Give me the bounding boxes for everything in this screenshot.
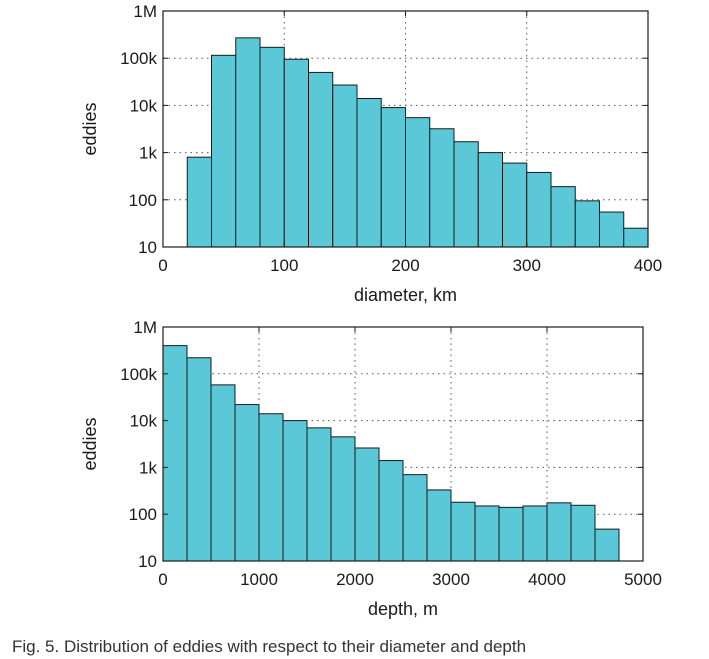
bar: [211, 54, 237, 248]
bar: [234, 404, 260, 562]
bar: [186, 156, 212, 248]
bar: [599, 211, 625, 248]
y-tick-label: 1M: [133, 2, 157, 21]
bar: [356, 98, 382, 248]
bar: [570, 504, 596, 562]
y-tick-label: 10: [138, 238, 157, 257]
bar: [474, 505, 500, 562]
bar: [306, 427, 332, 562]
bar: [283, 58, 309, 248]
x-tick-label: 5000: [624, 570, 662, 589]
x-tick-label: 0: [158, 570, 167, 589]
x-tick-label: 0: [158, 256, 167, 275]
y-tick-label: 10k: [130, 412, 158, 431]
bar: [282, 420, 308, 562]
figure-caption: Fig. 5. Distribution of eddies with resp…: [12, 637, 527, 656]
x-tick-label: 4000: [528, 570, 566, 589]
y-axis-label: eddies: [80, 417, 100, 470]
x-tick-label: 100: [270, 256, 298, 275]
bar: [378, 460, 404, 562]
bar: [450, 501, 476, 562]
bar: [308, 71, 334, 248]
bar: [162, 345, 188, 562]
x-axis-label: depth, m: [368, 599, 438, 619]
bar: [235, 37, 261, 248]
bar: [332, 84, 358, 248]
plot-frame: [162, 326, 644, 562]
bar: [546, 502, 572, 562]
x-tick-label: 400: [634, 256, 662, 275]
x-tick-label: 200: [391, 256, 419, 275]
bar: [186, 357, 212, 562]
bar: [550, 186, 576, 248]
bar: [210, 384, 236, 562]
x-tick-label: 2000: [336, 570, 374, 589]
bar: [477, 152, 503, 248]
bar: [426, 489, 452, 562]
bar: [429, 128, 455, 248]
y-tick-label: 1M: [133, 318, 157, 337]
x-tick-label: 1000: [240, 570, 278, 589]
y-tick-label: 100: [129, 505, 157, 524]
y-tick-label: 100: [129, 191, 157, 210]
y-tick-label: 10: [138, 552, 157, 571]
chart-1: 0 100 200 300 400 10 100 1k 10k 100k 1M diameter, k…: [80, 2, 662, 305]
bar: [522, 505, 548, 562]
bar: [354, 447, 380, 562]
bar: [259, 46, 285, 248]
y-tick-label: 100k: [120, 365, 157, 384]
y-axis-label: eddies: [80, 102, 100, 155]
bar: [380, 107, 406, 248]
y-tick-label: 1k: [139, 144, 157, 163]
bar: [258, 413, 284, 562]
bar: [526, 171, 552, 248]
y-tick-label: 100k: [120, 49, 157, 68]
x-tick-label: 3000: [432, 570, 470, 589]
y-tick-label: 1k: [139, 458, 157, 477]
bar: [498, 506, 524, 562]
bar: [405, 117, 431, 248]
bar: [502, 162, 528, 248]
bar: [402, 474, 428, 562]
bar: [594, 528, 620, 562]
x-tick-label: 300: [513, 256, 541, 275]
y-tick-label: 10k: [130, 96, 158, 115]
bar: [453, 141, 479, 248]
bar: [623, 227, 649, 248]
bar: [574, 200, 600, 248]
chart-2: 0 1000 2000 3000 4000 5000 10 100 1k 10k 100k 1M dep…: [80, 318, 662, 619]
bar: [330, 436, 356, 562]
x-axis-label: diameter, km: [354, 285, 457, 305]
